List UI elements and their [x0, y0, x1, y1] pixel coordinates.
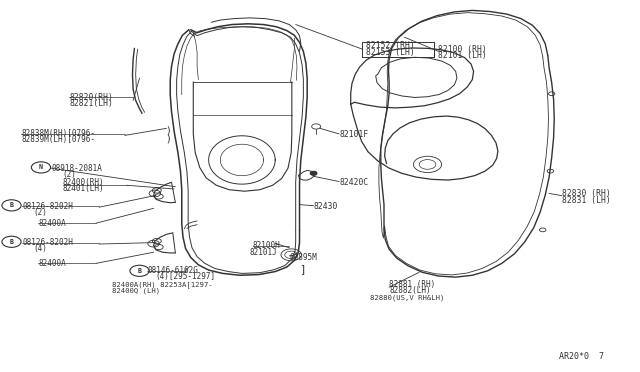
Text: 08146-6162G: 08146-6162G	[147, 266, 198, 275]
Text: 82400A: 82400A	[38, 219, 66, 228]
Text: 82881 (RH): 82881 (RH)	[389, 280, 435, 289]
Circle shape	[310, 171, 317, 175]
Text: 82400A: 82400A	[38, 259, 66, 268]
Text: 82880(US,V RH&LH): 82880(US,V RH&LH)	[370, 294, 444, 301]
Text: 82420C: 82420C	[339, 178, 369, 187]
Text: 82153 (LH): 82153 (LH)	[366, 48, 415, 57]
Text: AR20*0  7: AR20*0 7	[559, 352, 604, 361]
Text: 82400A(RH) 82253A[1297-: 82400A(RH) 82253A[1297-	[112, 282, 212, 288]
Text: 82400(RH): 82400(RH)	[63, 178, 104, 187]
Text: B: B	[138, 268, 141, 274]
Text: 82101J: 82101J	[250, 248, 277, 257]
Text: 82100H: 82100H	[253, 241, 280, 250]
Text: 82831 (LH): 82831 (LH)	[562, 196, 611, 205]
Text: 82100 (RH): 82100 (RH)	[438, 45, 487, 54]
Text: (4)[295-1297]: (4)[295-1297]	[155, 272, 215, 281]
Text: 82839M(LH)[0796-: 82839M(LH)[0796-	[21, 135, 95, 144]
Text: ): )	[165, 134, 171, 143]
Text: 82820(RH): 82820(RH)	[69, 93, 113, 102]
Text: (2): (2)	[33, 208, 47, 217]
Text: ): )	[165, 126, 171, 136]
Text: 82830 (RH): 82830 (RH)	[562, 189, 611, 198]
Text: 82430: 82430	[314, 202, 338, 211]
Text: 82401(LH): 82401(LH)	[63, 184, 104, 193]
Text: 08126-8202H: 08126-8202H	[22, 238, 73, 247]
Text: B: B	[10, 239, 13, 245]
Text: 82101F: 82101F	[339, 130, 369, 139]
Text: 08918-2081A: 08918-2081A	[51, 164, 102, 173]
Text: 82882(LH): 82882(LH)	[389, 286, 431, 295]
Text: 82152 (RH): 82152 (RH)	[366, 41, 415, 50]
Text: (4): (4)	[33, 244, 47, 253]
Text: 82821(LH): 82821(LH)	[69, 99, 113, 108]
Text: 60895M: 60895M	[289, 253, 317, 262]
Text: 82838M(RH)[0796-: 82838M(RH)[0796-	[21, 129, 95, 138]
Text: N: N	[39, 164, 43, 170]
Text: 82400Q (LH): 82400Q (LH)	[112, 288, 160, 294]
Text: ]: ]	[300, 264, 307, 274]
Text: 08126-8202H: 08126-8202H	[22, 202, 73, 211]
Text: (2): (2)	[63, 170, 77, 179]
Text: B: B	[10, 202, 13, 208]
Text: 82101 (LH): 82101 (LH)	[438, 51, 487, 60]
